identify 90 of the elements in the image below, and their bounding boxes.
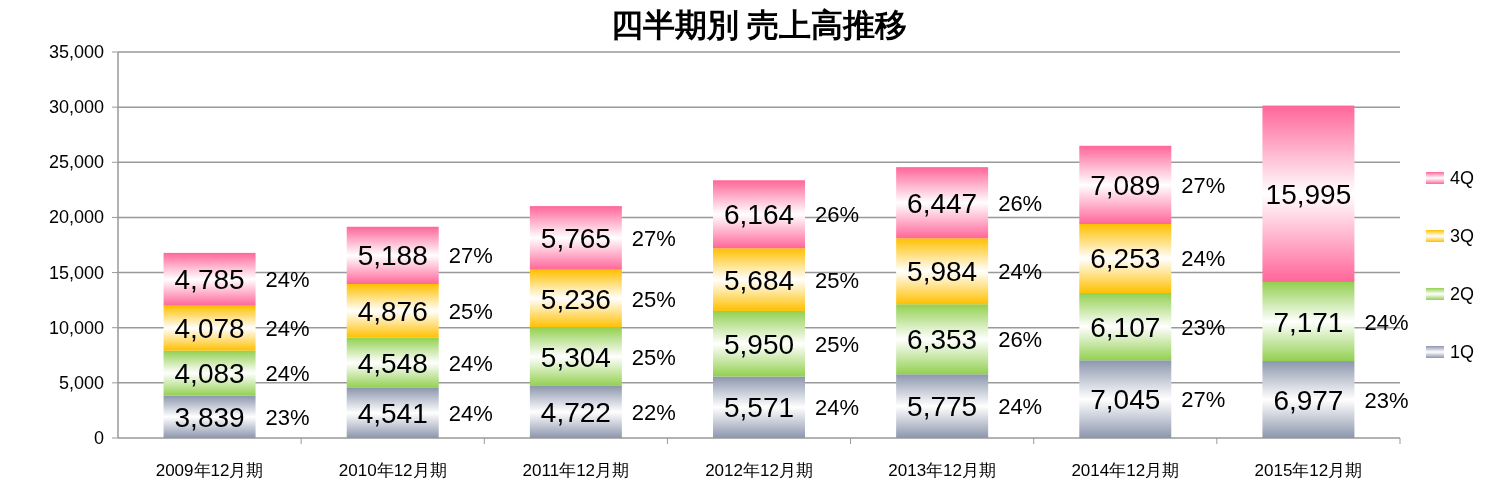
- annotation: 25%: [631, 286, 676, 312]
- annotation: 25%: [815, 331, 860, 357]
- annotation: 24%: [448, 350, 493, 376]
- bar: [713, 376, 805, 438]
- bar: [529, 206, 622, 270]
- legend-label: 3Q: [1450, 226, 1475, 246]
- data-label: 4,541: [357, 397, 428, 429]
- bar: [713, 310, 805, 377]
- data-label: 6,353: [907, 324, 978, 356]
- x-tick-label: 2014年12月期: [1071, 461, 1180, 480]
- annotation: 26%: [815, 202, 860, 228]
- data-label: 15,995: [1265, 178, 1352, 210]
- y-tick-label: 20,000: [48, 207, 104, 228]
- bar: [896, 374, 989, 438]
- annotation: 22%: [631, 399, 676, 425]
- annotation: 24%: [448, 400, 493, 426]
- y-tick-label: 5,000: [58, 372, 104, 393]
- annotation: 23%: [265, 404, 310, 430]
- data-label: 7,045: [1090, 384, 1161, 416]
- annotation: 25%: [815, 267, 860, 293]
- annotation: 25%: [448, 298, 493, 324]
- x-tick-label: 2009年12月期: [155, 461, 264, 480]
- data-label: 7,089: [1090, 169, 1161, 201]
- annotation: 23%: [1364, 387, 1409, 413]
- data-label: 6,164: [723, 199, 795, 231]
- annotation: 27%: [631, 225, 676, 251]
- x-tick-label: 2012年12月期: [705, 461, 813, 480]
- data-label: 5,684: [723, 264, 795, 296]
- y-tick-label: 0: [93, 428, 104, 448]
- bar: [1262, 105, 1355, 282]
- annotation: 26%: [998, 327, 1043, 353]
- legend-label: 4Q: [1450, 168, 1475, 188]
- data-label: 5,304: [540, 341, 611, 373]
- x-tick-label: 2010年12月期: [338, 461, 447, 480]
- annotation: 26%: [998, 190, 1043, 216]
- data-label: 7,171: [1273, 306, 1344, 338]
- data-label: 6,253: [1090, 243, 1161, 275]
- data-label: 3,839: [174, 401, 245, 433]
- annotation: 27%: [1181, 387, 1226, 413]
- x-tick-label: 2015年12月期: [1254, 461, 1363, 480]
- data-label: 5,236: [540, 283, 611, 315]
- data-label: 4,876: [357, 295, 428, 327]
- annotation: 24%: [1364, 309, 1409, 335]
- data-label: 4,722: [540, 396, 611, 428]
- legend-label: 2Q: [1450, 284, 1475, 304]
- y-tick-label: 35,000: [48, 42, 104, 62]
- annotation: 24%: [265, 267, 310, 293]
- bar: [1079, 292, 1172, 361]
- y-tick-label: 10,000: [48, 317, 104, 338]
- annotation: 24%: [998, 259, 1043, 285]
- annotation: 25%: [631, 344, 676, 370]
- data-label: 6,977: [1273, 384, 1344, 416]
- bar: [896, 304, 989, 375]
- annotation: 23%: [1181, 314, 1226, 340]
- x-tick-label: 2011年12月期: [522, 461, 630, 480]
- data-label: 4,548: [357, 347, 428, 379]
- data-label: 4,083: [174, 358, 245, 390]
- x-tick-label: 2013年12月期: [888, 461, 997, 480]
- bar: [896, 238, 989, 305]
- annotation: 24%: [815, 395, 860, 421]
- bar: [1262, 361, 1355, 438]
- bar: [1079, 360, 1172, 438]
- data-label: 5,188: [357, 240, 428, 272]
- bar: [1079, 223, 1172, 293]
- data-label: 5,571: [723, 392, 795, 424]
- y-tick-label: 30,000: [48, 97, 104, 118]
- data-label: 5,765: [540, 222, 611, 254]
- data-label: 6,447: [907, 187, 978, 219]
- annotation: 24%: [265, 361, 310, 387]
- bar: [1262, 281, 1355, 362]
- bar: [896, 167, 989, 239]
- data-label: 5,984: [907, 256, 978, 288]
- bar: [713, 248, 805, 311]
- y-tick-label: 25,000: [48, 152, 104, 173]
- y-tick-label: 15,000: [48, 262, 104, 283]
- bar: [1079, 145, 1172, 224]
- bar: [713, 180, 805, 249]
- annotation: 27%: [448, 243, 493, 269]
- annotation: 24%: [265, 316, 310, 342]
- bar: [529, 327, 622, 386]
- annotation: 24%: [1181, 246, 1226, 272]
- data-label: 5,950: [723, 328, 795, 360]
- data-label: 4,078: [174, 313, 245, 345]
- chart-title: 四半期別 売上高推移: [610, 7, 908, 43]
- annotation: 27%: [1181, 172, 1226, 198]
- data-label: 5,775: [907, 391, 978, 423]
- legend-label: 1Q: [1450, 342, 1475, 362]
- data-label: 4,785: [174, 264, 245, 296]
- data-label: 6,107: [1090, 311, 1161, 343]
- annotation: 24%: [998, 394, 1043, 420]
